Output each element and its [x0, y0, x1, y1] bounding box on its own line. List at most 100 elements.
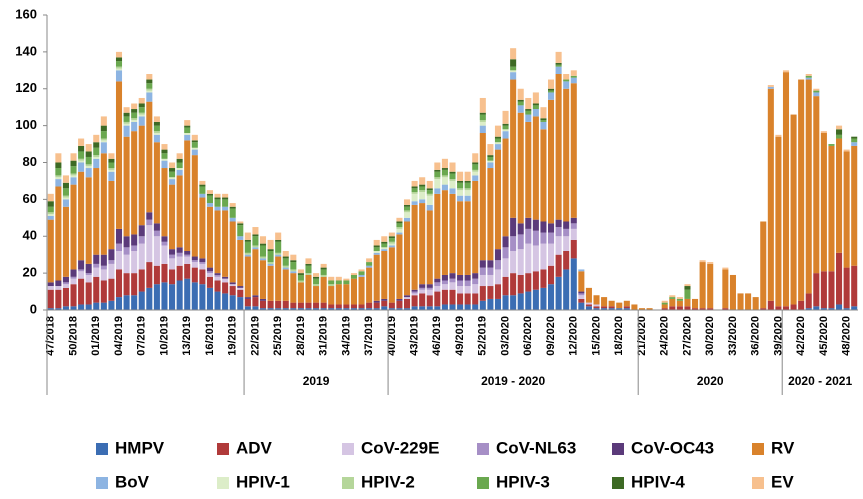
bar-segment: [131, 251, 138, 274]
bar-segment: [153, 223, 160, 231]
bar-segment: [449, 162, 456, 172]
bar-segment: [631, 304, 638, 310]
bar-segment: [608, 308, 615, 310]
bar-segment: [419, 177, 426, 185]
bar-segment: [176, 265, 183, 281]
bar-segment: [115, 269, 123, 298]
bar-segment: [616, 302, 623, 309]
bar-segment: [487, 144, 494, 156]
bar-segment: [153, 116, 160, 122]
bar-segment: [229, 206, 236, 209]
bar-segment: [479, 114, 486, 121]
bar-segment: [131, 112, 138, 119]
bar-segment: [70, 269, 77, 277]
bar-segment: [206, 190, 213, 194]
bar-segment: [62, 282, 69, 285]
bar-segment: [692, 298, 699, 309]
bar-segment: [176, 175, 183, 248]
bar-segment: [297, 273, 304, 275]
bar-segment: [441, 280, 448, 285]
bar-segment: [100, 269, 107, 281]
bar-segment: [358, 276, 365, 305]
bar-segment: [282, 267, 289, 270]
legend-label: HPIV-1: [236, 472, 290, 491]
bar-segment: [457, 293, 464, 305]
bar-segment: [62, 206, 69, 277]
bar-segment: [47, 289, 54, 309]
bar-segment: [222, 199, 229, 207]
bar-segment: [115, 61, 123, 67]
bar-segment: [290, 273, 297, 303]
bar-segment: [131, 273, 138, 296]
bar-segment: [320, 267, 327, 270]
bar-segment: [419, 203, 426, 285]
bar-segment: [669, 295, 676, 298]
bar-segment: [373, 239, 380, 246]
legend-label: EV: [771, 472, 794, 491]
bar-segment: [502, 138, 509, 237]
bar-segment: [805, 79, 812, 294]
bar-segment: [426, 180, 433, 189]
bar-segment: [510, 236, 517, 251]
bar-segment: [434, 291, 441, 307]
bar-segment: [441, 190, 448, 275]
bar-segment: [411, 289, 418, 292]
bar-segment: [813, 92, 820, 97]
bar-segment: [563, 228, 570, 237]
bar-segment: [70, 173, 77, 176]
bar-segment: [403, 298, 411, 309]
bar-segment: [532, 289, 539, 310]
bar-segment: [578, 271, 585, 292]
bar-segment: [532, 116, 539, 220]
bar-segment: [206, 267, 213, 272]
bar-segment: [153, 134, 160, 143]
bar-segment: [115, 57, 123, 62]
bar-segment: [275, 256, 282, 301]
bar-segment: [305, 273, 312, 275]
bar-segment: [532, 103, 539, 106]
bar-segment: [457, 190, 464, 196]
bar-segment: [153, 230, 160, 237]
bar-segment: [343, 308, 350, 310]
bar-segment: [548, 92, 555, 100]
bar-segment: [191, 256, 198, 261]
bar-segment: [403, 206, 411, 211]
bar-segment: [555, 66, 562, 74]
bar-segment: [199, 184, 206, 187]
legend-label: HPIV-3: [496, 472, 550, 491]
bar-segment: [517, 112, 524, 224]
bar-segment: [214, 193, 221, 198]
x-tick-label: 37/2019: [363, 316, 375, 356]
group-label: 2020: [697, 374, 724, 388]
bar-segment: [494, 284, 502, 299]
bar-segment: [259, 260, 267, 299]
bar-segment: [335, 280, 342, 285]
bar-segment: [131, 245, 138, 251]
bar-segment: [313, 308, 320, 310]
legend-label: BoV: [115, 472, 150, 491]
bar-segment: [396, 234, 403, 299]
bar-segment: [146, 90, 153, 93]
bar-segment: [55, 186, 62, 281]
bar-segment: [419, 293, 426, 307]
bar-segment: [472, 169, 479, 172]
bar-segment: [396, 298, 403, 301]
bar-segment: [426, 190, 433, 194]
bar-segment: [191, 142, 198, 148]
bar-segment: [578, 302, 585, 310]
bar-segment: [525, 97, 532, 110]
bar-segment: [510, 251, 517, 274]
bar-segment: [153, 265, 160, 285]
bar-segment: [78, 158, 85, 161]
bar-segment: [290, 269, 297, 272]
bar-segment: [570, 70, 577, 76]
bar-segment: [290, 271, 297, 274]
bar-segment: [487, 160, 494, 163]
bar-segment: [510, 295, 517, 310]
legend-label: ADV: [236, 438, 273, 457]
bar-segment: [669, 297, 676, 299]
bar-segment: [828, 144, 835, 146]
bar-segment: [313, 278, 320, 285]
bar-segment: [267, 249, 274, 251]
bar-segment: [464, 171, 471, 181]
